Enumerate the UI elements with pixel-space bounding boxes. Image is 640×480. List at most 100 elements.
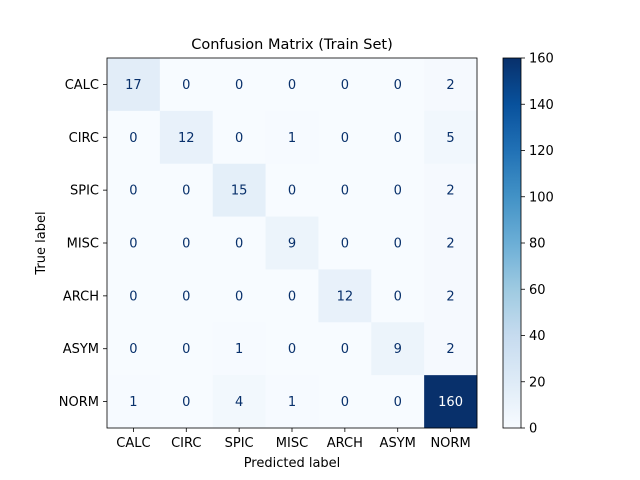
cell-value-label: 0 bbox=[288, 184, 296, 199]
matrix-cell bbox=[424, 375, 478, 429]
cell-value-label: 0 bbox=[394, 289, 402, 304]
colorbar-tick-label: 40 bbox=[529, 329, 546, 344]
cell-value-label: 0 bbox=[235, 131, 243, 146]
matrix-value-labels: 17 0 0 0 0 0 20 12 0 1 0 0 50 0 15 0 0 0 20 0 0 9 0 0 20 0 0 0 12 0 20… bbox=[125, 78, 463, 410]
y-tick-label: NORM bbox=[59, 395, 99, 410]
matrix-cell bbox=[212, 58, 266, 112]
colorbar-tick-label: 80 bbox=[529, 237, 546, 252]
matrix-cell bbox=[212, 110, 266, 165]
cell-value-label: 0 bbox=[288, 289, 296, 304]
x-tick-label: NORM bbox=[430, 436, 470, 451]
matrix-cell bbox=[265, 216, 319, 270]
matrix-cell bbox=[159, 375, 214, 429]
matrix-cell bbox=[424, 110, 478, 165]
colorbar-tick-label: 100 bbox=[529, 190, 554, 205]
matrix-cell bbox=[318, 110, 372, 165]
x-axis-ticks: CALC CIRC SPIC MISC ARCH ASYM NORM bbox=[116, 428, 471, 451]
colorbar-tick-label: 0 bbox=[529, 422, 537, 437]
matrix-cell bbox=[265, 110, 319, 165]
cell-value-label: 17 bbox=[125, 78, 142, 93]
cell-value-label: 0 bbox=[341, 184, 349, 199]
y-tick-label: ARCH bbox=[63, 289, 99, 304]
cell-value-label: 1 bbox=[288, 395, 296, 410]
matrix-cell bbox=[212, 322, 266, 376]
x-axis-label: Predicted label bbox=[244, 456, 341, 471]
cell-value-label: 12 bbox=[337, 289, 354, 304]
cell-value-label: 0 bbox=[394, 395, 402, 410]
cell-value-label: 0 bbox=[235, 78, 243, 93]
matrix-cell bbox=[265, 322, 319, 376]
matrix-cell bbox=[159, 269, 214, 323]
matrix-cell bbox=[371, 322, 425, 376]
cell-value-label: 1 bbox=[129, 395, 137, 410]
matrix-cell bbox=[107, 269, 161, 323]
matrix-cell bbox=[424, 58, 478, 112]
cell-value-label: 0 bbox=[288, 78, 296, 93]
matrix-cell bbox=[371, 58, 425, 112]
matrix-cell bbox=[159, 322, 214, 376]
matrix-cell bbox=[265, 269, 319, 323]
y-axis-ticks: CALC CIRC SPIC MISC ARCH ASYM NORM bbox=[59, 78, 107, 410]
cell-value-label: 4 bbox=[235, 395, 243, 410]
cell-value-label: 0 bbox=[235, 289, 243, 304]
x-tick-label: CALC bbox=[116, 436, 150, 451]
cell-value-label: 0 bbox=[341, 237, 349, 252]
cell-value-label: 0 bbox=[394, 131, 402, 146]
matrix-cell bbox=[212, 269, 266, 323]
x-tick-label: SPIC bbox=[225, 436, 254, 451]
x-tick-label: ASYM bbox=[380, 436, 416, 451]
matrix-cell bbox=[265, 58, 319, 112]
cell-value-label: 9 bbox=[288, 237, 296, 252]
matrix-cell bbox=[318, 322, 372, 376]
matrix-cell bbox=[318, 269, 372, 323]
cell-value-label: 0 bbox=[182, 78, 190, 93]
x-tick-label: MISC bbox=[276, 436, 308, 451]
colorbar-tick-label: 20 bbox=[529, 375, 546, 390]
matrix-cell bbox=[371, 163, 425, 217]
matrix-cell bbox=[371, 110, 425, 165]
matrix-cell bbox=[107, 163, 161, 217]
y-axis-label: True label bbox=[34, 211, 49, 275]
cell-value-label: 0 bbox=[129, 237, 137, 252]
colorbar-tick-label: 60 bbox=[529, 283, 546, 298]
cell-value-label: 0 bbox=[182, 395, 190, 410]
cell-value-label: 0 bbox=[235, 237, 243, 252]
cell-value-label: 0 bbox=[341, 78, 349, 93]
cell-value-label: 1 bbox=[288, 131, 296, 146]
cell-value-label: 0 bbox=[394, 78, 402, 93]
cell-value-label: 2 bbox=[446, 78, 454, 93]
cell-value-label: 0 bbox=[394, 237, 402, 252]
matrix-cell bbox=[212, 375, 266, 429]
cell-value-label: 0 bbox=[182, 342, 190, 357]
matrix-cell bbox=[212, 216, 266, 270]
cell-value-label: 2 bbox=[446, 342, 454, 357]
matrix-cell bbox=[107, 216, 161, 270]
cell-value-label: 0 bbox=[341, 395, 349, 410]
colorbar-tick-label: 140 bbox=[529, 98, 554, 113]
matrix-cell bbox=[159, 110, 214, 165]
y-tick-label: MISC bbox=[67, 237, 99, 252]
matrix-cell bbox=[318, 163, 372, 217]
cell-value-label: 9 bbox=[394, 342, 402, 357]
matrix-cell bbox=[107, 322, 161, 376]
cell-value-label: 2 bbox=[446, 289, 454, 304]
cell-value-label: 2 bbox=[446, 237, 454, 252]
matrix-cell bbox=[159, 216, 214, 270]
matrix-cells bbox=[107, 58, 478, 429]
cell-value-label: 1 bbox=[235, 342, 243, 357]
x-tick-label: ARCH bbox=[327, 436, 363, 451]
matrix-cell bbox=[107, 375, 161, 429]
cell-value-label: 0 bbox=[394, 184, 402, 199]
matrix-cell bbox=[424, 322, 478, 376]
matrix-cell bbox=[107, 110, 161, 165]
cell-value-label: 0 bbox=[129, 342, 137, 357]
matrix-cell bbox=[318, 375, 372, 429]
matrix-cell bbox=[371, 375, 425, 429]
colorbar bbox=[502, 57, 522, 429]
cell-value-label: 0 bbox=[182, 184, 190, 199]
cell-value-label: 0 bbox=[129, 289, 137, 304]
cell-value-label: 0 bbox=[129, 131, 137, 146]
colorbar-tick-label: 120 bbox=[529, 144, 554, 159]
cell-value-label: 0 bbox=[341, 131, 349, 146]
